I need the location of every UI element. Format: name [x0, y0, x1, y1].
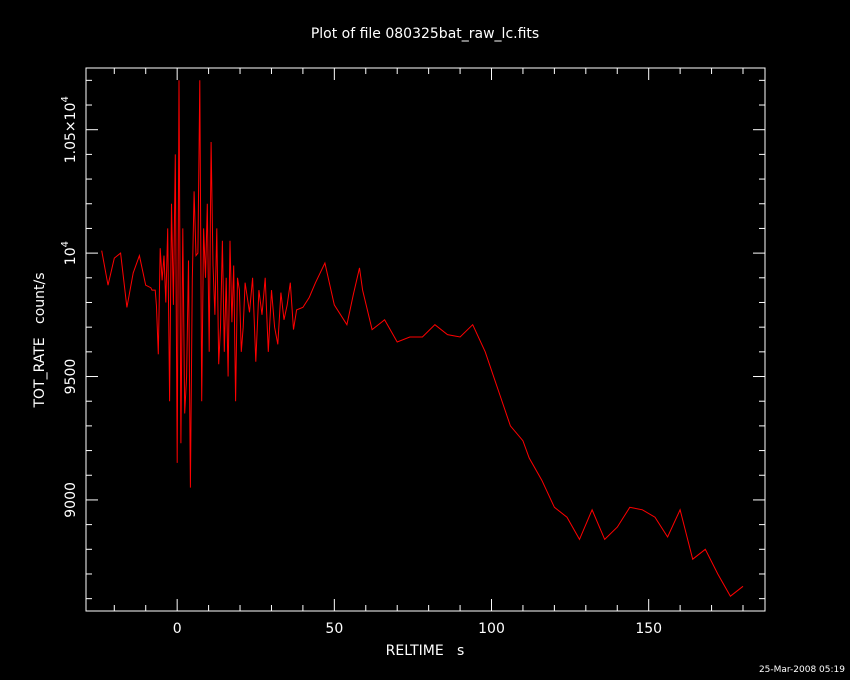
x-tick-labels: 0 50 100 150 — [173, 621, 662, 637]
axis-ticks — [86, 68, 765, 611]
chart-title: Plot of file 080325bat_raw_lc.fits — [311, 26, 539, 42]
y-tick-label: 1.05×104 — [60, 96, 79, 163]
x-tick-label: 0 — [173, 621, 182, 637]
y-tick-labels: 9000 9500 104 1.05×104 — [60, 96, 79, 518]
plot-frame — [85, 67, 766, 612]
y-tick-label: 9500 — [63, 359, 79, 395]
x-tick-label: 50 — [325, 621, 343, 637]
y-axis-label: TOT_RATE count/s — [32, 272, 48, 408]
y-tick-label: 9000 — [63, 482, 79, 518]
x-tick-label: 100 — [478, 621, 505, 637]
y-tick-label: 104 — [60, 241, 79, 265]
x-tick-label: 150 — [635, 621, 662, 637]
series-line — [101, 80, 744, 597]
footer-timestamp: 25-Mar-2008 05:19 — [759, 665, 845, 675]
x-axis-label: RELTIME s — [386, 643, 465, 659]
